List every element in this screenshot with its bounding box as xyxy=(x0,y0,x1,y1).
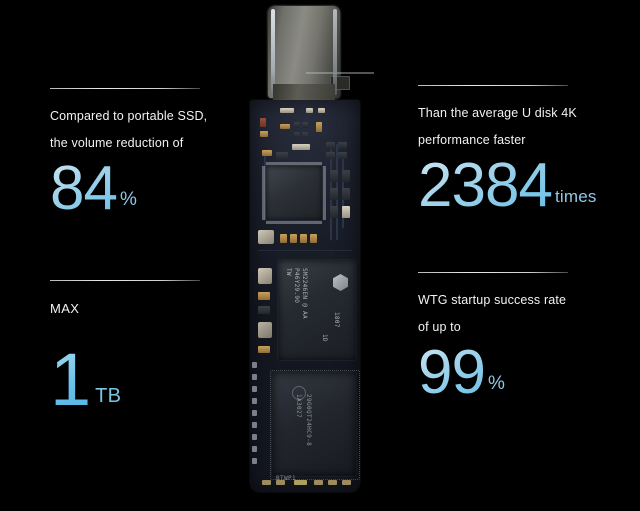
stat-unit: % xyxy=(119,188,138,210)
smd-component xyxy=(330,170,338,182)
stat-value: 2384 xyxy=(418,151,553,220)
smd-component xyxy=(260,131,268,137)
stat-max-capacity: MAX 1 TB xyxy=(50,280,200,421)
pcb-board: SM2246EN @ AA P46Y29.9O TW 1807 1D 29G0Q… xyxy=(250,100,360,492)
pcb-pad xyxy=(252,446,257,452)
smd-component xyxy=(300,234,307,243)
stat-figure: 2384 times xyxy=(418,151,597,220)
stat-volume-reduction: Compared to portable SSD, the volume red… xyxy=(50,88,207,219)
stat-figure: 1 TB xyxy=(50,338,200,421)
stat-caption: MAX xyxy=(50,301,80,316)
pcb-pad xyxy=(276,480,285,485)
smd-component xyxy=(258,346,270,353)
pcb-pad xyxy=(252,362,257,368)
stat-wtg-success-rate: WTG startup success rate of up to 99 % xyxy=(418,272,568,403)
pcb-pad xyxy=(314,480,323,485)
pcb-pad xyxy=(328,480,337,485)
smd-component xyxy=(280,124,290,129)
stat-value: 84 xyxy=(50,154,118,223)
pcb-pad xyxy=(252,434,257,440)
chip-pins xyxy=(262,166,265,220)
smd-component xyxy=(330,206,338,218)
divider-line xyxy=(50,88,200,89)
pcb-pad xyxy=(252,374,257,380)
smd-component xyxy=(280,108,294,113)
smd-component xyxy=(342,206,350,218)
smd-component xyxy=(342,188,350,200)
smd-component xyxy=(326,152,335,159)
pcb-pad xyxy=(252,386,257,392)
pcb-silkscreen-label: BTWP1 xyxy=(276,475,297,482)
pcb-pad xyxy=(262,480,271,485)
flash-marking-line1: 29G0QT24HC9-8 xyxy=(305,394,312,447)
smd-component xyxy=(326,142,335,149)
chip-pins xyxy=(323,166,326,220)
smd-component xyxy=(338,142,347,149)
usb-c-lip xyxy=(306,72,374,74)
smd-component xyxy=(302,122,308,128)
smd-component xyxy=(342,170,350,182)
smd-component xyxy=(258,292,270,300)
stat-caption: WTG startup success rate of up to xyxy=(418,293,567,334)
smd-component xyxy=(280,234,287,243)
chip-outline xyxy=(270,370,360,480)
controller-chip xyxy=(266,166,322,220)
smd-component xyxy=(292,144,310,150)
chip-marking-line1: SM2246EN @ AA xyxy=(301,268,308,319)
stat-value: 99 xyxy=(418,338,486,407)
stat-figure: 99 % xyxy=(418,338,568,407)
smd-component xyxy=(262,150,272,156)
usb-c-connector xyxy=(268,6,374,98)
stat-figure: 84 % xyxy=(50,154,207,223)
pcb-trace xyxy=(264,150,266,220)
smd-component xyxy=(258,306,270,314)
smd-component xyxy=(290,234,297,243)
pcb-pad xyxy=(252,422,257,428)
pcb-pad xyxy=(252,410,257,416)
chip-marking-side2: 1D xyxy=(321,334,328,342)
divider-line xyxy=(418,85,568,86)
ssd-device-photo: SM2246EN @ AA P46Y29.9O TW 1807 1D 29G0Q… xyxy=(232,0,380,500)
nand-flash-chip: 29G0QT24HC9-8 1A3027 xyxy=(272,372,356,476)
chip-marking-line2: P46Y29.9O xyxy=(293,268,300,304)
smd-component xyxy=(302,132,308,138)
smd-component xyxy=(330,188,338,200)
chip-marking-line3: TW xyxy=(285,268,292,276)
stat-caption: Than the average U disk 4K performance f… xyxy=(418,106,577,147)
pcb-pad xyxy=(252,398,257,404)
nand-controller-ic: SM2246EN @ AA P46Y29.9O TW 1807 1D xyxy=(278,260,356,360)
stat-performance-faster: Than the average U disk 4K performance f… xyxy=(418,85,597,216)
smd-component xyxy=(276,152,288,160)
chip-pin1-marker xyxy=(292,386,306,400)
flash-marking-line2: 1A3027 xyxy=(295,394,302,419)
smd-component xyxy=(318,108,325,113)
smd-component xyxy=(310,234,317,243)
stat-unit: TB xyxy=(95,385,122,408)
smd-component xyxy=(260,118,266,127)
smd-component xyxy=(258,322,272,338)
pcb-pad xyxy=(342,480,351,485)
chip-vendor-logo xyxy=(333,274,348,291)
stat-unit: % xyxy=(487,372,506,394)
stat-value: 1 xyxy=(50,338,91,421)
divider-line xyxy=(418,272,568,273)
pcb-trace xyxy=(258,250,352,251)
chip-pins xyxy=(266,162,322,165)
smd-component xyxy=(338,152,347,159)
divider-line xyxy=(50,280,200,281)
pcb-pad xyxy=(252,458,257,464)
stat-caption: Compared to portable SSD, the volume red… xyxy=(50,109,208,150)
smd-component xyxy=(294,122,300,128)
pcb-pad xyxy=(294,480,307,485)
smd-component xyxy=(258,230,274,244)
smd-component xyxy=(258,268,272,284)
chip-pins xyxy=(266,221,322,224)
chip-marking-side1: 1807 xyxy=(333,312,340,328)
smd-component xyxy=(306,108,313,113)
smd-component xyxy=(316,122,322,132)
stat-unit: times xyxy=(554,186,597,206)
smd-component xyxy=(294,132,300,138)
